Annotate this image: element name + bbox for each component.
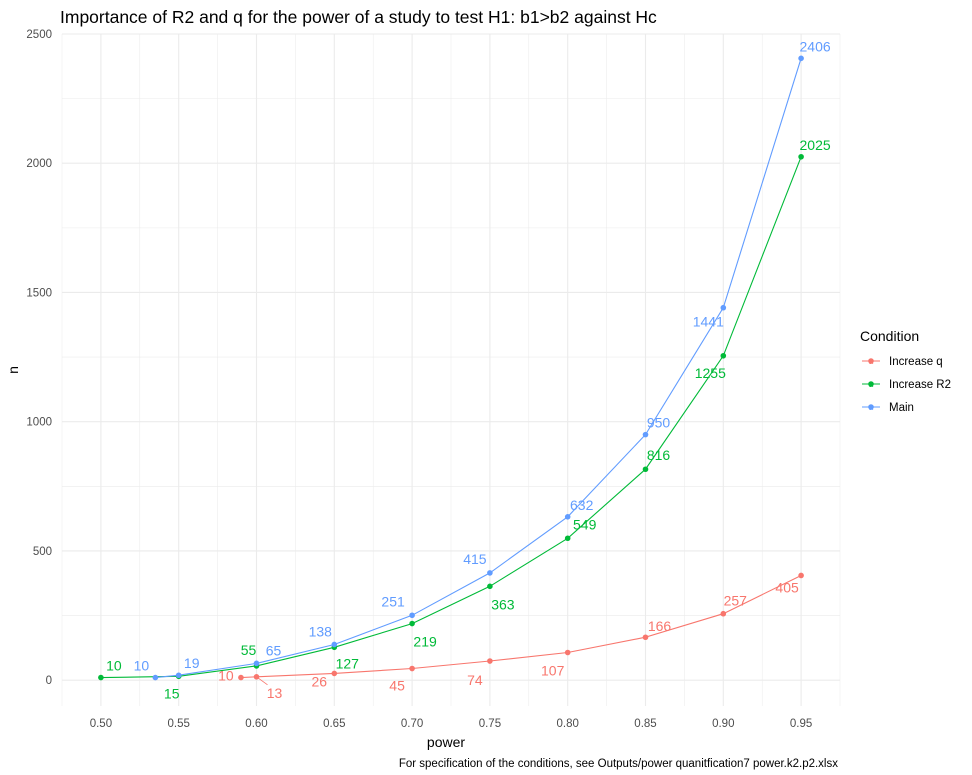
legend-key-point-increase-q xyxy=(868,358,874,364)
x-tick-label: 0.55 xyxy=(168,718,190,730)
data-label-main: 632 xyxy=(570,497,594,513)
y-tick-label: 2000 xyxy=(26,158,52,170)
data-point-increase-r2 xyxy=(798,153,804,160)
data-label-increase-r2: 1255 xyxy=(695,365,726,381)
data-label-increase-q: 26 xyxy=(312,673,328,689)
data-point-increase-q xyxy=(720,610,727,617)
data-point-main xyxy=(720,304,727,311)
data-label-increase-q: 166 xyxy=(648,618,672,634)
data-label-increase-r2: 10 xyxy=(106,658,122,674)
data-labels: 10 13 26 45 74 107 166 257 405 10 15 55 127 219 363 549… xyxy=(106,38,831,701)
data-point-increase-r2 xyxy=(409,620,415,627)
data-label-increase-r2: 55 xyxy=(241,642,257,658)
data-label-increase-r2: 816 xyxy=(647,447,671,463)
x-tick-label: 0.50 xyxy=(90,718,112,730)
chart-title: Importance of R2 and q for the power of … xyxy=(60,7,657,27)
y-tick-label: 1500 xyxy=(26,287,52,299)
x-tick-label: 0.90 xyxy=(712,718,734,730)
legend-key-letter-increase-q: a xyxy=(869,357,874,366)
x-axis-label: power xyxy=(427,734,465,750)
x-tick-label: 0.85 xyxy=(634,718,656,730)
label-connector xyxy=(256,676,268,686)
legend-label-increase-r2: Increase R2 xyxy=(889,379,951,391)
data-point-main xyxy=(564,514,571,520)
data-point-increase-r2 xyxy=(487,583,493,590)
legend-label-increase-q: Increase q xyxy=(889,356,943,368)
legend-label-main: Main xyxy=(889,402,914,414)
y-tick-label: 500 xyxy=(33,546,52,558)
series-points xyxy=(98,55,804,681)
data-point-increase-r2 xyxy=(642,466,649,473)
data-label-increase-r2: 549 xyxy=(573,516,597,532)
x-axis-ticks: 0.50 0.55 0.60 0.65 0.70 0.75 0.80 0.85 0.90 0.95 xyxy=(90,718,813,730)
y-tick-label: 1000 xyxy=(26,417,52,429)
data-label-main: 251 xyxy=(381,593,405,609)
data-point-main xyxy=(487,570,493,576)
legend: Condition a Increase q a Increase R2 a Main xyxy=(860,328,951,414)
data-point-main xyxy=(409,612,415,619)
y-tick-label: 0 xyxy=(46,675,52,687)
y-axis-ticks: 0 500 1000 1500 2000 2500 xyxy=(26,29,52,687)
data-point-increase-r2 xyxy=(720,352,727,359)
legend-key-point-increase-r2 xyxy=(868,381,874,387)
data-point-increase-r2 xyxy=(98,674,104,681)
legend-key-point-main xyxy=(868,404,874,410)
x-tick-label: 0.60 xyxy=(245,718,267,730)
x-tick-label: 0.70 xyxy=(401,718,423,730)
data-label-increase-q: 13 xyxy=(267,685,283,701)
series-line-increase-r2 xyxy=(100,156,802,679)
data-label-main: 2406 xyxy=(800,38,831,54)
data-label-increase-q: 405 xyxy=(775,579,799,595)
data-point-increase-q xyxy=(238,674,244,681)
legend-key-letter-main: a xyxy=(869,403,874,412)
data-label-increase-q: 74 xyxy=(467,672,483,688)
data-label-main: 950 xyxy=(647,415,671,431)
y-tick-label: 2500 xyxy=(26,29,52,41)
data-label-main: 19 xyxy=(184,655,200,671)
legend-key-letter-increase-r2: a xyxy=(869,380,874,389)
data-point-increase-q xyxy=(564,649,571,656)
data-label-main: 415 xyxy=(463,551,487,567)
data-point-increase-r2 xyxy=(564,535,571,542)
y-axis-label: n xyxy=(5,366,21,374)
data-point-increase-q xyxy=(331,670,338,677)
x-tick-label: 0.65 xyxy=(323,718,345,730)
chart-caption: For specification of the conditions, see… xyxy=(399,758,838,770)
data-point-main xyxy=(642,431,649,438)
data-label-main: 1441 xyxy=(693,314,724,330)
data-point-increase-q xyxy=(409,665,415,672)
data-label-increase-q: 45 xyxy=(389,678,405,694)
x-tick-label: 0.80 xyxy=(557,718,579,730)
data-point-increase-q xyxy=(798,572,804,579)
series-line-main xyxy=(155,58,802,679)
data-label-increase-r2: 15 xyxy=(164,685,180,701)
data-label-main: 138 xyxy=(309,623,333,639)
x-tick-label: 0.95 xyxy=(790,718,812,730)
data-label-increase-r2: 219 xyxy=(413,634,437,650)
x-tick-label: 0.75 xyxy=(479,718,501,730)
data-label-increase-q: 10 xyxy=(218,668,234,684)
data-point-main xyxy=(175,672,182,679)
data-point-main xyxy=(798,55,804,62)
data-label-increase-q: 107 xyxy=(541,662,565,678)
data-label-increase-r2: 2025 xyxy=(800,137,831,153)
data-label-increase-r2: 127 xyxy=(336,655,360,671)
data-point-increase-q xyxy=(642,634,649,641)
data-label-main: 10 xyxy=(134,658,150,674)
data-point-increase-q xyxy=(487,658,493,664)
data-point-main xyxy=(331,641,338,648)
data-point-main xyxy=(253,660,260,667)
data-label-increase-q: 257 xyxy=(724,593,748,609)
legend-title: Condition xyxy=(860,328,919,344)
data-label-main: 65 xyxy=(266,642,282,658)
data-label-increase-r2: 363 xyxy=(491,596,515,612)
data-point-main xyxy=(152,674,159,681)
